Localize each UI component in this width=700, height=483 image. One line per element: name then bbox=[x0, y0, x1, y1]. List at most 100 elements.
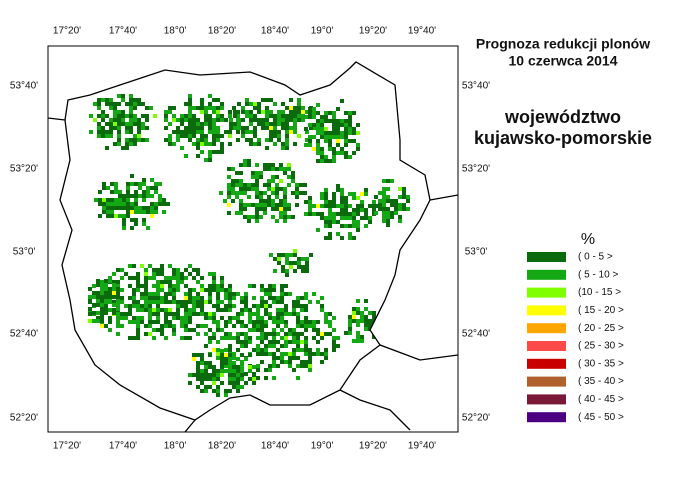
pixel bbox=[146, 206, 150, 210]
pixel bbox=[134, 198, 138, 202]
pixel bbox=[112, 295, 116, 299]
pixel bbox=[252, 328, 256, 332]
pixel bbox=[304, 348, 308, 352]
pixel bbox=[332, 159, 336, 163]
pixel bbox=[260, 296, 264, 300]
pixel bbox=[92, 311, 96, 315]
pixel bbox=[192, 106, 196, 110]
pixel bbox=[168, 280, 172, 284]
pixel bbox=[301, 269, 305, 273]
pixel bbox=[112, 291, 116, 295]
pixel bbox=[133, 134, 137, 138]
pixel bbox=[244, 296, 248, 300]
pixel bbox=[356, 196, 360, 200]
pixel bbox=[216, 369, 220, 373]
pixel bbox=[275, 175, 279, 179]
pixel bbox=[104, 283, 108, 287]
legend-label: ( 20 - 25 > bbox=[578, 323, 624, 334]
pixel bbox=[102, 210, 106, 214]
pixel bbox=[110, 198, 114, 202]
pixel bbox=[162, 210, 166, 214]
pixel bbox=[216, 352, 220, 356]
pixel bbox=[192, 268, 196, 272]
pixel bbox=[137, 98, 141, 102]
pixel bbox=[277, 110, 281, 114]
pixel bbox=[340, 151, 344, 155]
pixel bbox=[336, 139, 340, 143]
pixel bbox=[284, 324, 288, 328]
pixel bbox=[312, 204, 316, 208]
pixel bbox=[200, 373, 204, 377]
pixel bbox=[285, 106, 289, 110]
pixel bbox=[336, 107, 340, 111]
pixel bbox=[176, 118, 180, 122]
pixel bbox=[232, 316, 236, 320]
pixel bbox=[93, 118, 97, 122]
pixel bbox=[240, 369, 244, 373]
pixel bbox=[356, 143, 360, 147]
pixel bbox=[125, 126, 129, 130]
pixel bbox=[137, 130, 141, 134]
pixel bbox=[144, 268, 148, 272]
pixel bbox=[275, 187, 279, 191]
lat-label: 52°40' bbox=[10, 329, 38, 340]
pixel bbox=[308, 107, 312, 111]
pixel bbox=[172, 106, 176, 110]
pixel bbox=[212, 320, 216, 324]
pixel bbox=[152, 284, 156, 288]
pixel bbox=[212, 304, 216, 308]
pixel bbox=[208, 288, 212, 292]
pixel bbox=[280, 352, 284, 356]
pixel bbox=[176, 130, 180, 134]
pixel bbox=[364, 299, 368, 303]
pixel bbox=[227, 203, 231, 207]
pixel bbox=[292, 348, 296, 352]
pixel bbox=[245, 130, 249, 134]
pixel bbox=[267, 199, 271, 203]
pixel bbox=[204, 389, 208, 393]
pixel bbox=[305, 257, 309, 261]
pixel bbox=[220, 357, 224, 361]
pixel bbox=[130, 210, 134, 214]
pixel bbox=[352, 216, 356, 220]
pixel bbox=[204, 138, 208, 142]
pixel bbox=[275, 207, 279, 211]
pixel bbox=[245, 138, 249, 142]
pixel bbox=[93, 102, 97, 106]
pixel bbox=[137, 122, 141, 126]
pixel bbox=[356, 220, 360, 224]
pixel bbox=[101, 134, 105, 138]
pixel bbox=[305, 138, 309, 142]
pixel bbox=[340, 147, 344, 151]
pixel bbox=[244, 300, 248, 304]
pixel bbox=[364, 319, 368, 323]
pixel bbox=[328, 204, 332, 208]
pixel bbox=[176, 304, 180, 308]
pixel bbox=[320, 336, 324, 340]
pixel bbox=[216, 328, 220, 332]
pixel bbox=[208, 150, 212, 154]
pixel bbox=[239, 183, 243, 187]
pixel bbox=[180, 130, 184, 134]
pixel bbox=[200, 300, 204, 304]
pixel bbox=[172, 300, 176, 304]
pixel bbox=[256, 344, 260, 348]
lat-label: 53°20' bbox=[10, 164, 38, 175]
pixel bbox=[244, 340, 248, 344]
pixel bbox=[117, 122, 121, 126]
pixel bbox=[273, 130, 277, 134]
pixel bbox=[105, 134, 109, 138]
pixel bbox=[340, 135, 344, 139]
pixel bbox=[268, 296, 272, 300]
pixel bbox=[292, 340, 296, 344]
pixel bbox=[279, 203, 283, 207]
pixel bbox=[124, 312, 128, 316]
pixel bbox=[271, 215, 275, 219]
pixel bbox=[232, 365, 236, 369]
pixel bbox=[236, 292, 240, 296]
pixel bbox=[279, 207, 283, 211]
pixel bbox=[220, 336, 224, 340]
pixel bbox=[204, 142, 208, 146]
pixel bbox=[289, 130, 293, 134]
pixel bbox=[228, 134, 232, 138]
